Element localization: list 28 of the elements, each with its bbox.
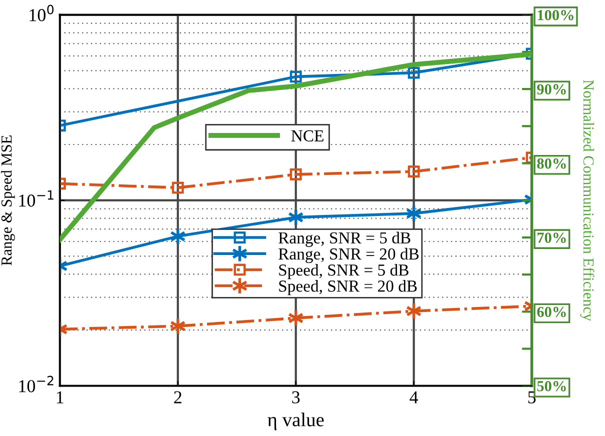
y2-tick-label: 80% [537, 158, 566, 169]
point [288, 309, 304, 328]
y2-tick-label: 90% [537, 84, 566, 95]
point [408, 166, 420, 178]
legend-label: NCE [291, 130, 324, 142]
y-tick-label: 10$^{−1}$ [19, 190, 54, 207]
legend-label: Speed, SNR = 20 dB [279, 280, 417, 296]
x-tick-label: 1 [56, 391, 64, 404]
point [288, 208, 304, 226]
y-tick-label: 10$^{0}$ [30, 4, 54, 22]
x-tick-label: 2 [174, 391, 182, 404]
x-tick-label: 4 [410, 391, 418, 404]
y-axis-title: Range & Speed MSE [0, 136, 15, 266]
point [406, 302, 422, 320]
x-tick-label: 5 [528, 391, 536, 404]
y2-tick-label: 100% [538, 10, 574, 20]
legend-label: Range, SNR = 20 dB [278, 248, 419, 264]
legend-label: Range, SNR = 5 dB [278, 232, 410, 247]
y2-tick-label: 60% [537, 306, 566, 318]
y2-tick-label: 70% [538, 232, 566, 243]
y-tick-label: 10$^{−2}$ [19, 376, 54, 392]
y2-axis-title: Normalized Communication Efficiency [580, 80, 594, 322]
point [406, 204, 422, 222]
point [290, 168, 302, 180]
legend-label: Speed, SNR = 5 dB [279, 264, 408, 280]
x-axis-title: η value [268, 412, 324, 430]
y2-tick-label: 50% [537, 381, 566, 392]
x-tick-label: 3 [292, 391, 300, 404]
